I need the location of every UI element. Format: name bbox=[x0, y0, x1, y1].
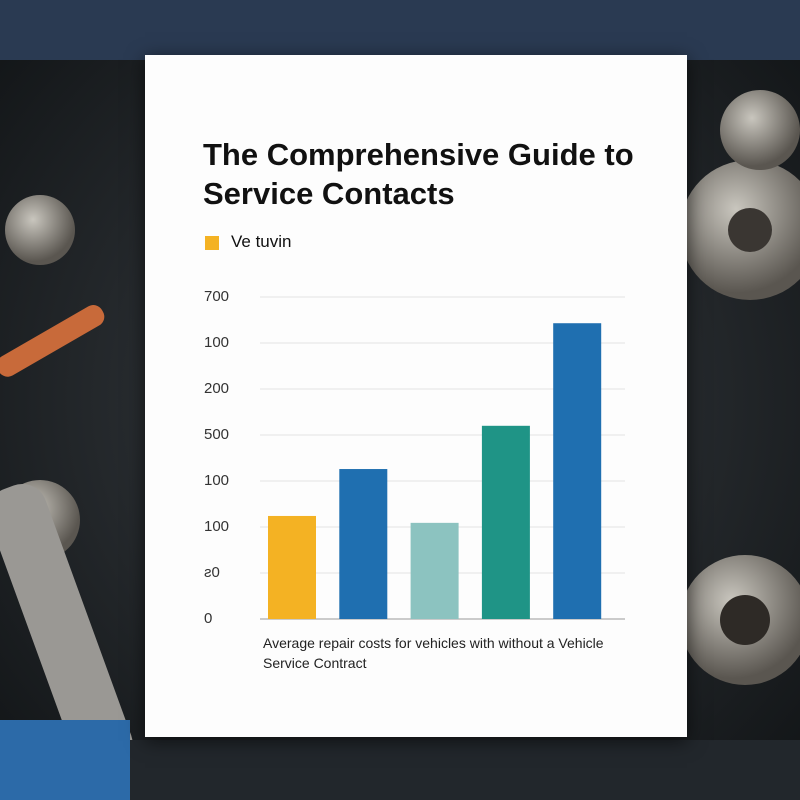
bar bbox=[410, 522, 459, 619]
y-tick-label: 500 bbox=[204, 426, 229, 443]
chart-caption: Average repair costs for vehicles with w… bbox=[263, 635, 604, 671]
bar bbox=[268, 515, 316, 619]
y-tick-label: ƨ0 bbox=[204, 564, 220, 581]
y-tick-label: 200 bbox=[204, 380, 229, 397]
y-tick-label: 700 bbox=[204, 288, 229, 305]
legend-swatch bbox=[205, 236, 219, 250]
chart-title: The Comprehensive Guide to Service Conta… bbox=[203, 137, 634, 211]
y-tick-label: 100 bbox=[204, 518, 229, 535]
legend-label: Ve tuvin bbox=[231, 232, 292, 251]
y-tick-label: 100 bbox=[204, 334, 229, 351]
document-card: The Comprehensive Guide to Service Conta… bbox=[145, 55, 687, 737]
bar bbox=[553, 323, 602, 619]
chart: 0 ƨ0 100 100 500 200 100 700 bbox=[204, 288, 625, 627]
y-tick-label: 0 bbox=[204, 610, 212, 627]
y-tick-label: 100 bbox=[204, 472, 229, 489]
bar bbox=[339, 469, 388, 619]
bar bbox=[481, 425, 530, 619]
